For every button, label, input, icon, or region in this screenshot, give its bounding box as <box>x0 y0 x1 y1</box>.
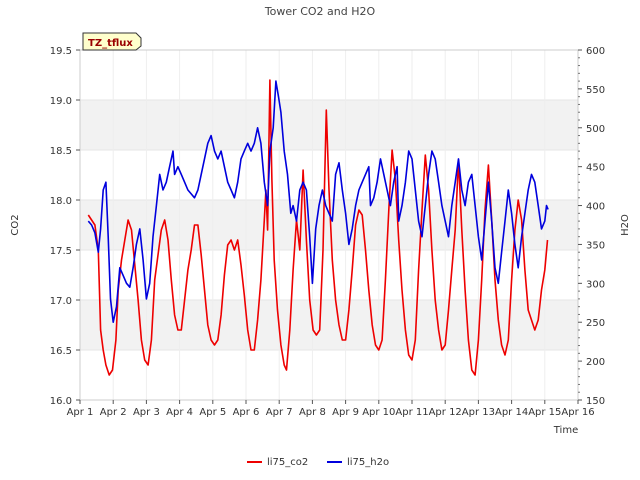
x-tick-label: Apr 13 <box>462 407 495 418</box>
y-axis-left-title: CO2 <box>10 214 21 235</box>
y-right-tick-label: 350 <box>586 240 605 251</box>
y-right-tick-label: 200 <box>586 357 605 368</box>
y-right-tick-label: 450 <box>586 163 605 174</box>
x-tick-label: Apr 4 <box>166 407 193 418</box>
x-tick-label: Apr 5 <box>199 407 226 418</box>
grid-band <box>80 100 578 150</box>
plot-frame <box>79 49 579 401</box>
y-axis-right-title: H2O <box>620 214 631 236</box>
grid-bands <box>79 49 579 401</box>
y-right-tick-label: 500 <box>586 124 605 135</box>
x-tick-label: Apr 10 <box>362 407 395 418</box>
y-right-tick-label: 300 <box>586 279 605 290</box>
y-left-tick-label: 16.5 <box>50 346 72 357</box>
x-tick-label: Apr 12 <box>429 407 462 418</box>
y-right-tick-label: 600 <box>586 46 605 57</box>
badge-box <box>82 32 142 51</box>
series-line-li75_co2 <box>87 79 549 376</box>
y-left-tick-label: 19.0 <box>50 96 72 107</box>
y-right-tick-label: 550 <box>586 85 605 96</box>
x-tick-label: Apr 2 <box>100 407 127 418</box>
y-left-tick-label: 19.5 <box>50 46 72 57</box>
x-tick-label: Apr 3 <box>133 407 160 418</box>
x-tick-label: Apr 15 <box>528 407 561 418</box>
series-line-li75_h2o <box>87 80 549 324</box>
y-left-tick-label: 17.0 <box>50 296 72 307</box>
x-tick-label: Apr 11 <box>395 407 428 418</box>
grid-band <box>80 300 578 350</box>
y-left-tick-label: 16.0 <box>50 396 72 407</box>
y-left-tick-label: 18.0 <box>50 196 72 207</box>
legend: li75_co2 li75_h2o <box>247 457 389 468</box>
y-left-tick-label: 18.5 <box>50 146 72 157</box>
y-right-tick-label: 150 <box>586 396 605 407</box>
y-left-tick-label: 17.5 <box>50 246 72 257</box>
x-tick-label: Apr 1 <box>67 407 94 418</box>
y-right-tick-label: 250 <box>586 318 605 329</box>
x-tick-label: Apr 16 <box>561 407 594 418</box>
series-lines <box>87 79 549 376</box>
legend-label-h2o: li75_h2o <box>347 457 389 468</box>
x-tick-label: Apr 7 <box>266 407 293 418</box>
x-axis-title: Time <box>553 425 578 436</box>
badge: TZ_tflux <box>82 32 142 51</box>
legend-label-co2: li75_co2 <box>267 457 308 468</box>
x-tick-label: Apr 8 <box>299 407 326 418</box>
x-tick-label: Apr 6 <box>233 407 260 418</box>
x-tick-label: Apr 14 <box>495 407 528 418</box>
chart-title: Tower CO2 and H2O <box>264 5 376 18</box>
x-tick-label: Apr 9 <box>332 407 359 418</box>
badge-label: TZ_tflux <box>88 38 133 49</box>
axes: Apr 1 Apr 2 Apr 3 Apr 4 Apr 5 Apr 6 Apr 7 Apr 8… <box>50 46 605 418</box>
y-right-tick-label: 400 <box>586 202 605 213</box>
